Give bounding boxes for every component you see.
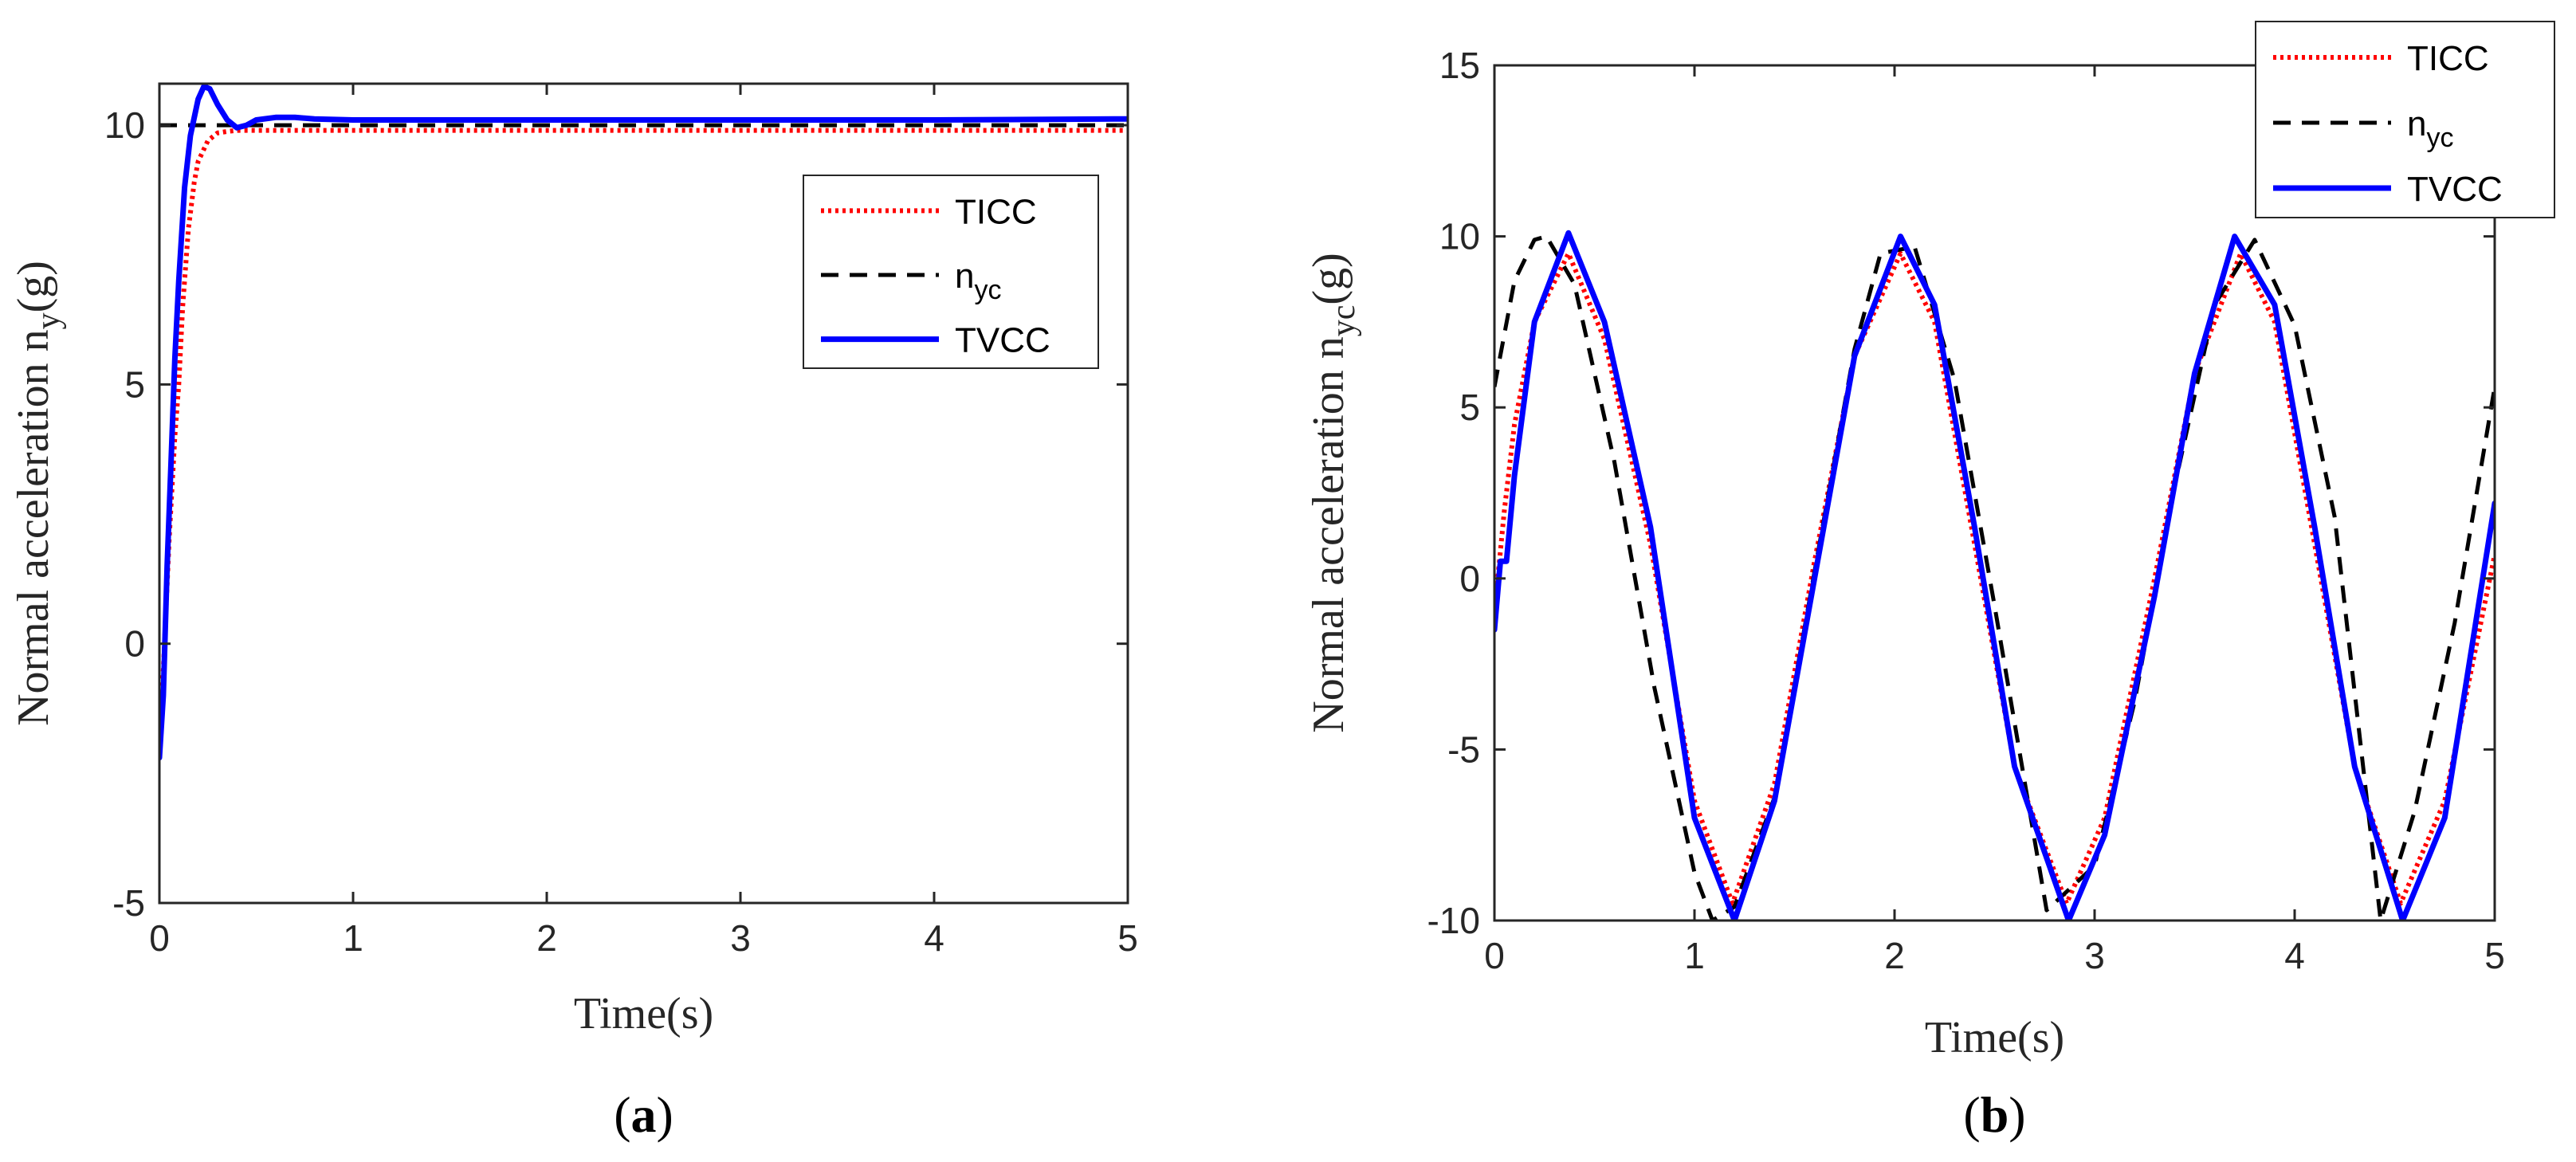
x-tick-label: 2	[536, 917, 557, 959]
y-axis-label: Normal acceleration ny(g)	[9, 261, 67, 726]
series-line-solid	[159, 84, 1128, 761]
legend-entry-sub: yc	[2426, 123, 2453, 153]
panel-label-open: (	[1963, 1086, 1980, 1143]
series-group	[159, 84, 1128, 761]
y-tick-label: 10	[1439, 216, 1480, 257]
y-tick-label: -10	[1427, 900, 1480, 941]
y-tick-label: 0	[124, 623, 145, 665]
y-tick-label: -5	[1447, 728, 1480, 770]
series-line-dotted	[1494, 251, 2495, 906]
chart-panel-b: 0 1 2 3 4 5 -10 -5 0 5 10 15 Time(s) Normal accelerat…	[1304, 21, 2555, 1143]
legend-entry-label: TVCC	[2407, 170, 2503, 209]
y-tick-label: 5	[124, 363, 145, 405]
legend-entry-main: TICC	[2407, 39, 2489, 78]
y-tick-label: 0	[1459, 558, 1480, 599]
legend-entry-label: TICC	[955, 192, 1037, 231]
series-line-dotted	[159, 128, 1128, 722]
y-axis-label: Normal acceleration nyc(g)	[1304, 253, 1362, 732]
y-tick-label: -5	[112, 882, 145, 924]
x-tick-label: 1	[343, 917, 363, 959]
x-tick-label: 3	[730, 917, 751, 959]
y-tick-label: 10	[104, 104, 145, 146]
legend-box	[2255, 21, 2555, 218]
y-tick-label: 15	[1439, 45, 1480, 86]
series-line-dashed	[1494, 234, 2495, 921]
x-tick-label: 4	[2284, 935, 2305, 976]
series-line-solid	[1494, 230, 2495, 921]
x-tick-label: 4	[924, 917, 944, 959]
y-axis-label-main: Normal acceleration n	[1304, 336, 1353, 733]
panel-label: (b)	[1963, 1086, 2025, 1143]
panel-label: (a)	[614, 1086, 673, 1143]
legend-entry-label: nyc	[955, 257, 1001, 305]
y-axis-label-sub: yc	[1325, 305, 1362, 337]
legend-entry-label: nyc	[2407, 104, 2453, 153]
series-group	[1494, 230, 2495, 921]
panel-label-open: (	[614, 1086, 630, 1143]
y-tick-label: 5	[1459, 387, 1480, 428]
x-axis-label: Time(s)	[574, 989, 713, 1038]
plot-area-frame	[158, 82, 1129, 905]
legend-entry-label: TVCC	[955, 321, 1050, 360]
x-tick-label: 0	[1484, 935, 1505, 976]
x-tick-label: 2	[1884, 935, 1905, 976]
panel-label-close: )	[2009, 1086, 2025, 1143]
legend-entry-label: TICC	[2407, 39, 2489, 78]
x-tick-label: 5	[1117, 917, 1138, 959]
y-axis-label-tail: (g)	[9, 261, 58, 312]
legend-entry-main: TVCC	[2407, 170, 2503, 209]
panel-label-close: )	[657, 1086, 673, 1143]
legend-entry-main: n	[2407, 104, 2426, 143]
y-axis-label-tail: (g)	[1304, 253, 1353, 304]
legend-entry-main: TICC	[955, 192, 1037, 231]
legend-entry-sub: yc	[974, 275, 1001, 305]
panel-label-letter: a	[631, 1086, 657, 1143]
x-tick-label: 1	[1684, 935, 1705, 976]
x-tick-label: 0	[149, 917, 170, 959]
legend-box	[803, 175, 1099, 369]
legend: TICC nyc TVCC	[2255, 21, 2555, 218]
plot-area-frame	[1493, 64, 2496, 922]
y-axis-label-sub: y	[30, 312, 67, 329]
x-tick-label: 5	[2484, 935, 2505, 976]
legend-entry-main: n	[955, 257, 974, 296]
x-tick-label: 3	[2084, 935, 2105, 976]
legend: TICC nyc TVCC	[803, 175, 1099, 369]
legend-entry-main: TVCC	[955, 321, 1050, 360]
y-axis-label-main: Normal acceleration n	[9, 329, 58, 726]
x-axis-label: Time(s)	[1925, 1013, 2064, 1062]
panel-label-letter: b	[1981, 1086, 2009, 1143]
